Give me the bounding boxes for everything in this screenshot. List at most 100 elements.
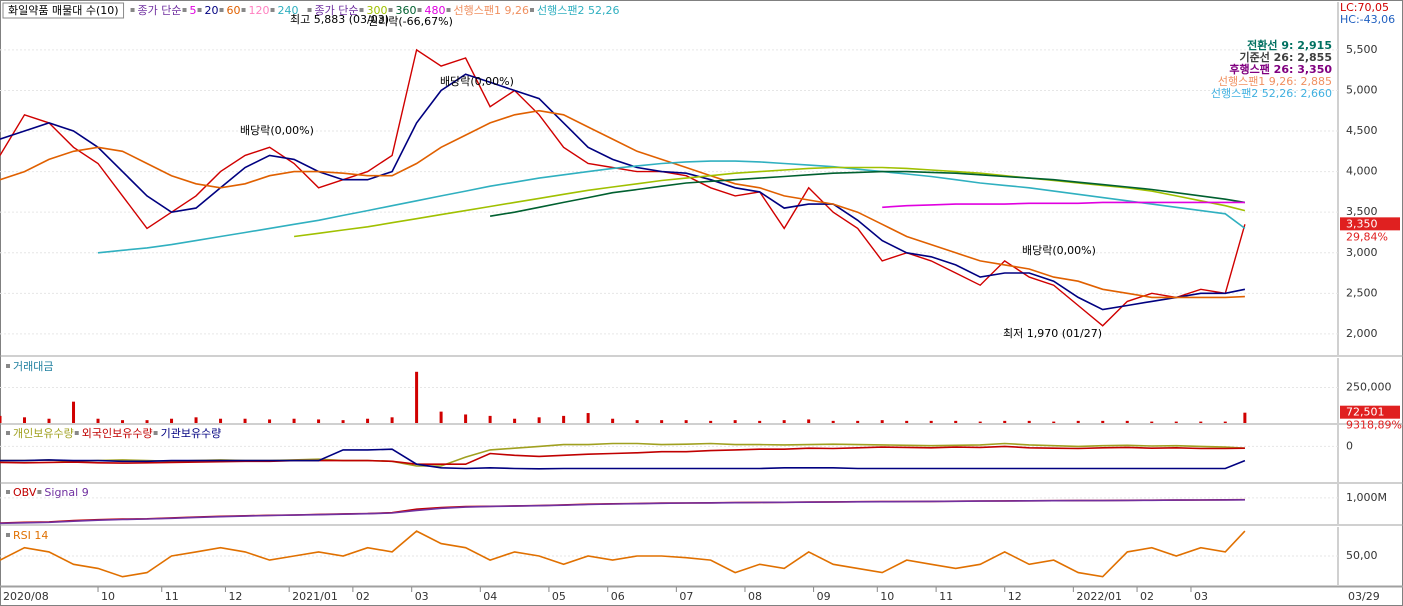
volume-bar (513, 418, 517, 423)
volume-bar (954, 420, 958, 423)
y-tick-label: 5,500 (1346, 43, 1378, 56)
legend-marker (153, 431, 158, 435)
volume-bar (268, 419, 272, 423)
x-tick-label: 06 (611, 590, 625, 603)
volume-bar (317, 419, 321, 423)
volume-bar (1076, 420, 1080, 423)
legend-marker (130, 8, 135, 12)
legend-marker (388, 8, 393, 12)
volume-bar (1101, 420, 1105, 423)
legend-entry: 480 (425, 4, 446, 17)
legend-marker (6, 431, 10, 435)
volume-bar (1125, 420, 1129, 423)
x-tick-label: 02 (1140, 590, 1154, 603)
x-tick-label: 07 (679, 590, 693, 603)
annotation: 배당락(0,00%) (440, 75, 514, 88)
x-tick-label: 10 (101, 590, 115, 603)
corner-label: LC:70,05 (1340, 1, 1389, 14)
x-tick-label: 04 (483, 590, 497, 603)
volume-bar (1150, 421, 1154, 423)
volume-bar (1243, 412, 1247, 423)
legend-marker (270, 8, 275, 12)
info-label: 기준선 26: 2,855 (1239, 50, 1332, 64)
corner-label: HC:-43,06 (1340, 13, 1395, 26)
volume-bar (415, 371, 419, 423)
chart-title: 화일약품 매물대 수(10) (8, 3, 119, 17)
y-tick-label: 3,500 (1346, 205, 1378, 218)
y-tick-label: 250,000 (1346, 380, 1392, 393)
annotation: 최저 1,970 (01/27) (1003, 327, 1102, 340)
volume-bar (635, 420, 639, 423)
series-line (0, 498, 1245, 525)
x-tick-label: 08 (748, 590, 762, 603)
volume-bar (121, 420, 125, 423)
volume-bar (758, 420, 762, 423)
legend-entry: 개인보유수량 (13, 427, 74, 440)
info-label: 전환선 9: 2,915 (1247, 38, 1332, 52)
volume-bar (880, 420, 884, 423)
last-price-box (1340, 217, 1400, 231)
y-tick-label: 3,000 (1346, 246, 1378, 259)
legend-marker (241, 8, 246, 12)
volume-bar (733, 420, 737, 423)
title-box (2, 2, 125, 19)
volume-bar (660, 420, 664, 423)
volume-bar (439, 411, 443, 423)
volume-bar (709, 420, 713, 423)
x-tick-label: 02 (356, 590, 370, 603)
x-tick-label: 2022/01 (1076, 590, 1122, 603)
volume-bar (684, 420, 688, 423)
x-tick-label: 11 (939, 590, 953, 603)
volume-bar (1027, 420, 1031, 423)
volume-bar (537, 417, 541, 423)
legend-entry: 거래대금 (13, 360, 53, 373)
legend-entry: Signal 9 (44, 486, 88, 499)
volume-bar (1223, 421, 1227, 423)
y-tick-label: 2,500 (1346, 286, 1378, 299)
series-line (97, 160, 1246, 254)
volume-bar (807, 419, 811, 423)
series-line (882, 201, 1245, 209)
info-label: 선행스팬1 9,26: 2,885 (1218, 75, 1332, 88)
series-line (0, 448, 1246, 470)
volume-bar (562, 415, 566, 423)
series-line (0, 109, 1245, 299)
y-tick-label: 5,000 (1346, 83, 1378, 96)
legend-marker (307, 8, 312, 12)
volume-bar (96, 418, 100, 423)
x-tick-label: 09 (817, 590, 831, 603)
series-line (0, 445, 1245, 466)
legend-marker (182, 8, 187, 12)
legend-entry: 5 (190, 4, 197, 17)
legend-entry: 20 (205, 4, 219, 17)
volume-bar (905, 420, 909, 423)
info-label: 후행스팬 26: 3,350 (1229, 62, 1332, 76)
volume-bar (782, 420, 786, 423)
volume-bar (0, 415, 2, 423)
volume-bar (488, 415, 492, 423)
legend-entry: 종가 단순 (138, 4, 182, 17)
y-tick-label: 4,500 (1346, 124, 1378, 137)
legend-entry: 120 (249, 4, 270, 17)
series-line (489, 170, 1246, 217)
volume-bar (856, 420, 860, 423)
x-tick-label: 12 (228, 590, 242, 603)
legend-entry: 종가 단순 (315, 4, 359, 17)
volume-bar (47, 418, 51, 423)
volume-bar (1199, 421, 1203, 423)
legend-entry: 60 (227, 4, 241, 17)
legend-marker (37, 490, 42, 494)
last-value-label: 72,501 (1346, 406, 1385, 419)
legend-entry: 선행스팬2 52,26 (537, 4, 619, 17)
x-tick-label: 11 (165, 590, 179, 603)
y-tick-label: 50,00 (1346, 549, 1378, 562)
last-value-box (1340, 405, 1400, 419)
volume-bar (366, 418, 370, 423)
x-tick-label: 03 (415, 590, 429, 603)
x-tick-label: 2020/08 (3, 590, 49, 603)
volume-bar (978, 421, 982, 423)
volume-bar (23, 417, 27, 423)
legend-marker (6, 490, 10, 494)
